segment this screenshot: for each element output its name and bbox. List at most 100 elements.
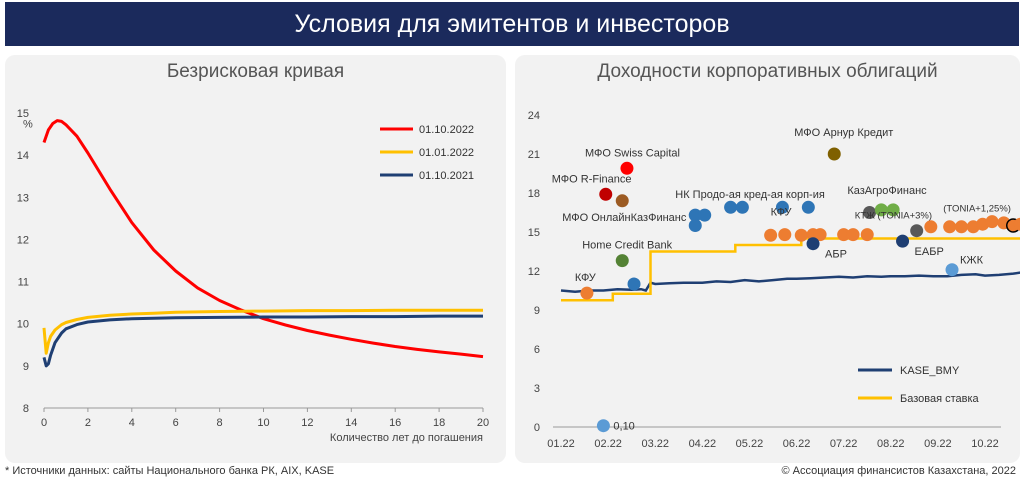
copyright-note: © Ассоциация финансистов Казахстана, 202… [781,465,1016,477]
x-tick-label: 02.22 [594,438,622,450]
page-title: Условия для эмитентов и инвесторов [5,2,1019,46]
data-point [724,200,738,214]
y-tick-label: 12 [17,234,29,246]
data-point [846,228,860,242]
data-point [580,286,594,300]
y-tick-label: 10 [17,319,29,331]
x-tick-label: 09.22 [924,438,952,450]
x-tick-label: 01.22 [547,438,575,450]
data-point [954,220,968,234]
series-line-01.10.2021 [42,314,483,368]
data-point-label: МФО Swiss Capital [585,147,680,159]
data-point-label: ЕАБР [915,246,944,258]
y-tick-label: 9 [534,305,540,317]
y-tick-label: 15 [17,108,29,120]
y-tick-label: 0 [534,422,540,434]
x-tick-label: 4 [129,417,135,429]
data-point [599,187,613,201]
data-point [688,208,702,222]
data-point [874,203,888,217]
data-point [813,228,827,242]
x-tick-label: 07.22 [830,438,858,450]
data-point [985,215,999,229]
corporate-bonds-chart: 01.22 02.22 03.22 04.22 05.22 06.22 07.22 08.22… [528,110,1024,450]
legend-label: Базовая ставка [900,393,980,405]
data-point [764,228,778,242]
risk-free-curve-panel: Безрисковая кривая 0 2 4 6 8 10 12 14 16 18 20 8 9 10… [5,55,506,463]
data-point [698,208,712,222]
risk-free-curve-chart: 0 2 4 6 8 10 12 14 16 18 20 8 9 10 11 12 13 14 15% Количест… [17,108,489,444]
data-point [863,206,877,219]
series-line-01.10.2022 [42,119,484,359]
data-point [735,200,749,214]
data-point-label: МФО Арнур Кредит [794,127,893,139]
data-point-label: КЖК [960,255,984,267]
data-point [860,228,874,242]
data-point-label: АБР [825,249,847,261]
y-tick-label: 6 [534,344,540,356]
y-tick-label: 14 [17,150,29,162]
x-tick-label: 16 [389,417,401,429]
x-tick-label: 12 [301,417,313,429]
data-point [943,220,957,234]
corporate-bonds-panel: Доходности корпоративных облигаций 01.22… [515,55,1024,463]
y-tick-label: 15 [528,227,540,239]
y-tick-label: 24 [528,110,540,122]
y-tick-label: 12 [528,266,540,278]
x-tick-label: 18 [433,417,445,429]
x-tick-label: 03.22 [641,438,669,450]
x-tick-label: 10.22 [971,438,999,450]
data-point [910,224,924,238]
data-point-label: НК Продо-ая кред-ая корп-ия [675,189,825,201]
data-point [627,277,641,291]
y-tick-label: 18 [528,188,540,200]
data-point [794,228,808,242]
data-point-label: 0,10 [613,421,634,433]
x-tick-label: 0 [41,417,47,429]
series-line-KASE_BMY [560,270,1024,294]
x-axis-title: Количество лет до погашения [330,432,483,444]
data-point-label: (TONIA+1,25%) [943,204,1011,215]
x-tick-label: 08.22 [877,438,905,450]
chart-title-risk-free-curve: Безрисковая кривая [166,61,345,82]
x-tick-label: 10 [257,417,269,429]
data-point-label: КФУ [575,272,597,284]
data-point [778,228,792,242]
y-tick-label: 21 [528,149,540,161]
data-point-label: КТЖ (TONIA+3%) [855,211,932,222]
y-tick-label: 3 [534,383,540,395]
data-point-label: МФО ОнлайнКазФинанс [562,212,687,224]
x-tick-label: 14 [345,417,357,429]
x-tick-label: 20 [477,417,489,429]
source-note: * Источники данных: сайты Национального … [5,465,335,477]
x-tick-label: 6 [173,417,179,429]
data-point [837,228,851,242]
legend-label: 01.01.2022 [419,147,474,159]
data-point-label: МФО R-Finance [552,173,632,185]
data-point-label: КазАгроФинанс [847,185,927,197]
data-point [896,234,910,248]
y-axis-unit: % [23,119,33,131]
data-point [827,147,841,161]
data-point [620,161,634,175]
data-point [886,203,900,217]
data-point [801,200,815,214]
data-point [924,220,938,234]
data-point-label: Home Credit Bank [582,240,672,252]
y-tick-label: 9 [23,361,29,373]
legend-label: 01.10.2021 [419,170,474,182]
legend-label: KASE_BMY [900,365,960,377]
legend-label: 01.10.2022 [419,124,474,136]
data-point [688,219,702,232]
x-tick-label: 04.22 [689,438,717,450]
y-tick-label: 11 [18,277,29,289]
x-tick-label: 2 [85,417,91,429]
data-point [806,237,820,251]
x-tick-label: 8 [217,417,223,429]
data-point-label: КФУ [771,206,793,218]
data-point [775,200,789,214]
y-tick-label: 13 [17,192,29,204]
chart-title-corporate-bonds: Доходности корпоративных облигаций [597,61,938,82]
data-point [945,263,959,277]
data-point [596,419,610,433]
